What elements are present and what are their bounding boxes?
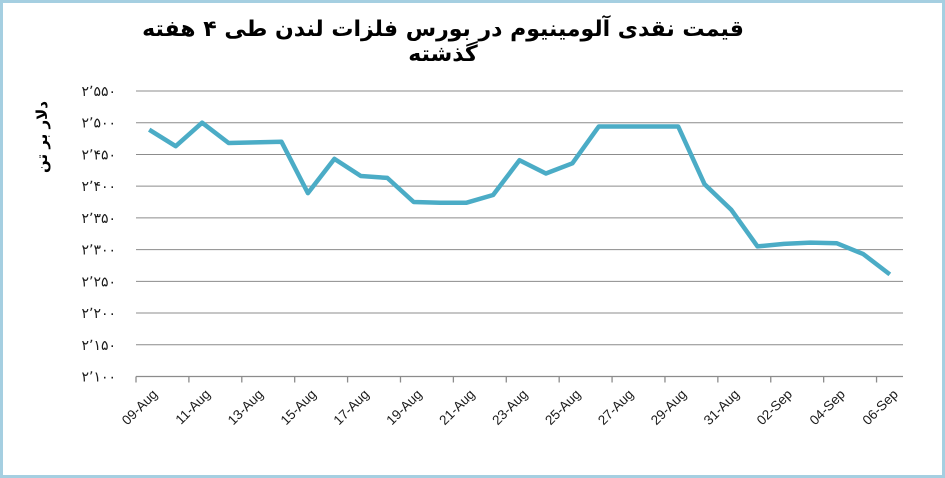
y-tick-label: ۲٬۲۰۰ — [81, 306, 116, 322]
aluminum-price-series-line — [148, 120, 892, 277]
y-tick-label: ۲٬۵۵۰ — [81, 84, 116, 100]
x-tick-label: 29-Aug — [648, 387, 689, 428]
chart-title: قیمت نقدی آلومینیوم در بورس فلزات لندن ط… — [142, 17, 744, 67]
x-tick-label: 06-Sep — [859, 387, 900, 428]
x-tick-label: 11-Aug — [173, 387, 214, 428]
y-tick-label: ۲٬۴۰۰ — [81, 179, 116, 195]
x-tick-label: 02-Sep — [754, 387, 795, 428]
x-tick-label: 17-Aug — [331, 387, 372, 428]
x-tick-label: 27-Aug — [595, 387, 636, 428]
x-tick-label: 09-Aug — [119, 387, 160, 428]
y-tick-label: ۲٬۴۵۰ — [81, 147, 116, 163]
x-tick-label: 15-Aug — [278, 387, 319, 428]
x-tick-label: 31-Aug — [701, 387, 742, 428]
aluminum-price-line-chart: ۲٬۵۵۰ ۲٬۵۰۰ ۲٬۴۵۰ ۲٬۴۰۰ ۲٬۳۵۰ ۲٬۳۰۰ ۲٬۲۵۰ ۲٬۲۰۰… — [81, 84, 903, 428]
x-tick-label: 19-Aug — [383, 387, 424, 428]
y-tick-label: ۲٬۱۰۰ — [81, 370, 116, 386]
x-tick-label: 21-Aug — [436, 387, 477, 428]
x-tick-label: 25-Aug — [542, 387, 583, 428]
y-tick-label: ۲٬۵۰۰ — [81, 116, 116, 132]
x-tick-label: 04-Sep — [807, 387, 848, 428]
x-tick-label: 13-Aug — [225, 387, 266, 428]
y-tick-label: ۲٬۳۵۰ — [81, 211, 116, 227]
x-tick-label: 23-Aug — [489, 387, 530, 428]
y-tick-label: ۲٬۲۵۰ — [81, 274, 116, 290]
y-tick-label: ۲٬۱۵۰ — [81, 338, 116, 354]
y-tick-label: ۲٬۳۰۰ — [81, 243, 116, 259]
